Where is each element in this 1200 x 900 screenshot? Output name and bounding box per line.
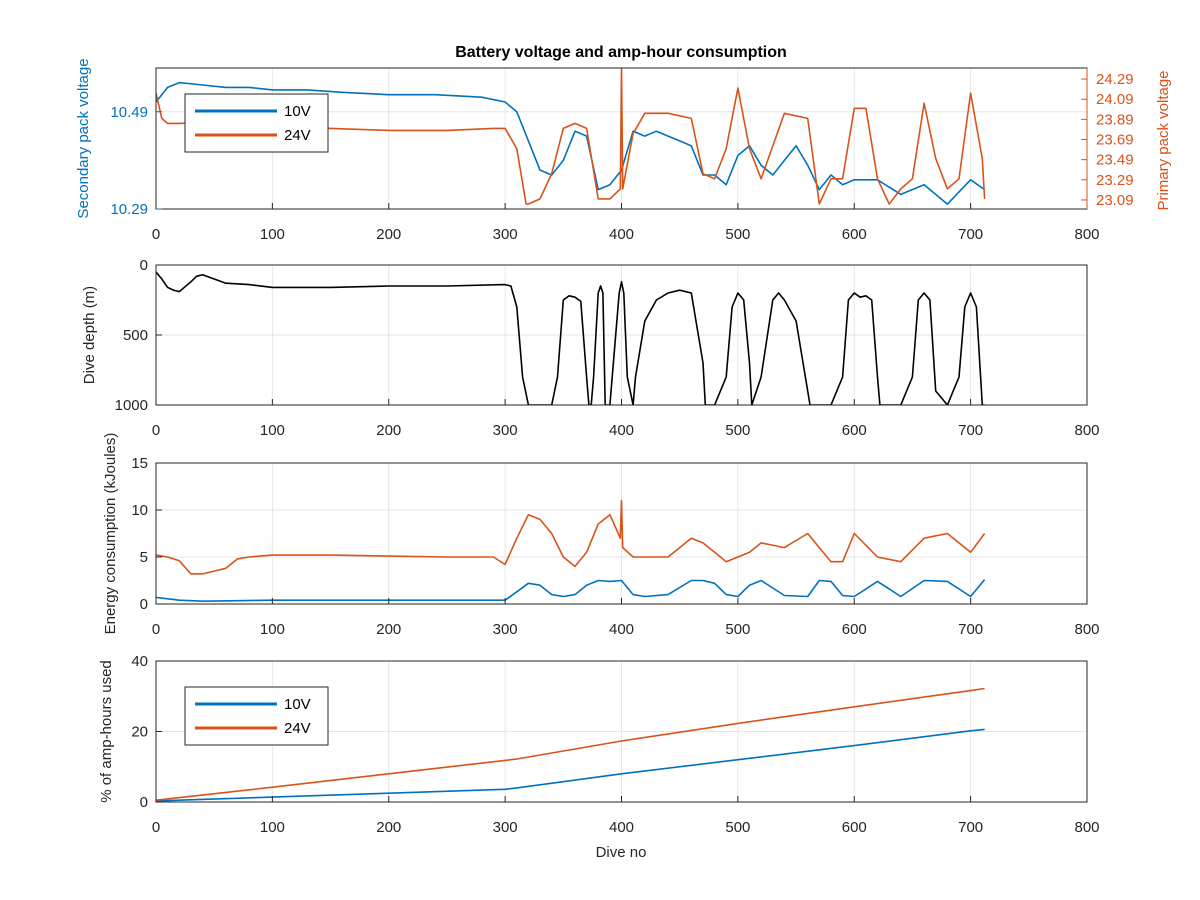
y-tick-label: 0 <box>140 794 148 811</box>
x-tick-label: 700 <box>958 422 983 439</box>
x-tick-label: 600 <box>842 226 867 243</box>
y-axis-label: Energy consumption (kJoules) <box>102 433 119 635</box>
y-tick-label-right: 23.49 <box>1096 152 1134 169</box>
x-axis-label: Dive no <box>596 844 647 861</box>
x-tick-label: 800 <box>1074 226 1099 243</box>
x-tick-label: 300 <box>493 422 518 439</box>
x-tick-label: 600 <box>842 422 867 439</box>
x-tick-label: 0 <box>152 226 160 243</box>
x-tick-label: 800 <box>1074 819 1099 836</box>
y-tick-label: 0 <box>140 596 148 613</box>
y-tick-label-right: 24.09 <box>1096 91 1134 108</box>
y-tick-label: 10 <box>131 502 148 519</box>
subplot-energy: 0 100 200 300 400 500 600 700 800 0 5 10 15 Energy co… <box>102 433 1100 638</box>
subplots: 0 100 200 300 400 500 600 700 80010.2910.49Secon… <box>75 58 1172 836</box>
y-tick-label-right: 23.09 <box>1096 192 1134 209</box>
y-tick-label: 500 <box>123 327 148 344</box>
x-tick-label: 400 <box>609 422 634 439</box>
x-tick-label: 100 <box>260 819 285 836</box>
subplot-voltage: 0 100 200 300 400 500 600 700 800 10.29 10.49 Secon… <box>75 58 1172 243</box>
x-tick-label: 500 <box>725 819 750 836</box>
series-line-24v <box>156 499 986 575</box>
chart-title: Battery voltage and amp-hour consumption <box>455 44 787 61</box>
series-line-10v <box>156 728 985 802</box>
series-line-24v <box>156 68 986 205</box>
series-line-10v <box>156 81 986 205</box>
y-tick-label: 5 <box>140 549 148 566</box>
y-axis-label: Secondary pack voltage <box>75 58 92 218</box>
x-tick-label: 600 <box>842 621 867 638</box>
series-line-10v <box>156 579 986 603</box>
x-tick-label: 400 <box>609 819 634 836</box>
y-tick-label-right: 24.29 <box>1096 71 1134 88</box>
y-tick-label-right: 23.69 <box>1096 132 1134 149</box>
y-tick-label: 10.29 <box>110 201 148 218</box>
x-tick-label: 200 <box>376 226 401 243</box>
subplot-depth: 0 100 200 300 400 500 600 700 800 0 500 1000 Dive de… <box>81 257 1100 439</box>
x-tick-label: 100 <box>260 621 285 638</box>
y-tick-label: 15 <box>131 455 148 472</box>
x-tick-label: 500 <box>725 422 750 439</box>
y-axis-label-right: Primary pack voltage <box>1155 70 1172 210</box>
x-tick-label: 700 <box>958 226 983 243</box>
y-tick-label: 1000 <box>115 397 148 414</box>
x-tick-label: 0 <box>152 621 160 638</box>
x-tick-label: 800 <box>1074 422 1099 439</box>
x-tick-label: 100 <box>260 422 285 439</box>
x-tick-label: 200 <box>376 621 401 638</box>
x-tick-label: 300 <box>493 621 518 638</box>
x-tick-label: 500 <box>725 621 750 638</box>
legend-entry: 24V <box>284 127 311 144</box>
x-tick-label: 800 <box>1074 621 1099 638</box>
subplot-amphours: 0 100 200 300 400 500 600 700 800 0 20 40 % of amp-h… <box>98 653 1100 836</box>
legend-entry: 10V <box>284 103 311 120</box>
x-tick-label: 200 <box>376 422 401 439</box>
x-tick-label: 300 <box>493 226 518 243</box>
series-line-depth <box>156 271 985 405</box>
y-tick-label: 0 <box>140 257 148 274</box>
legend-box <box>184 93 329 153</box>
y-axis-label: Dive depth (m) <box>81 286 98 384</box>
x-tick-label: 200 <box>376 819 401 836</box>
y-tick-label-right: 23.29 <box>1096 172 1134 189</box>
x-tick-label: 300 <box>493 819 518 836</box>
x-tick-label: 0 <box>152 819 160 836</box>
x-tick-label: 400 <box>609 621 634 638</box>
legend-entry: 10V <box>284 696 311 713</box>
x-tick-label: 100 <box>260 226 285 243</box>
y-tick-label: 40 <box>131 653 148 670</box>
x-tick-label: 0 <box>152 422 160 439</box>
x-tick-label: 600 <box>842 819 867 836</box>
x-tick-label: 500 <box>725 226 750 243</box>
legend-entry: 24V <box>284 720 311 737</box>
y-tick-label: 10.49 <box>110 104 148 121</box>
x-tick-label: 400 <box>609 226 634 243</box>
series-line-24v <box>156 687 985 801</box>
y-tick-label: 20 <box>131 724 148 741</box>
y-tick-label-right: 23.89 <box>1096 111 1134 128</box>
legend-box <box>184 686 329 746</box>
y-axis-label: % of amp-hours used <box>98 660 115 803</box>
x-tick-label: 700 <box>958 621 983 638</box>
x-tick-label: 700 <box>958 819 983 836</box>
